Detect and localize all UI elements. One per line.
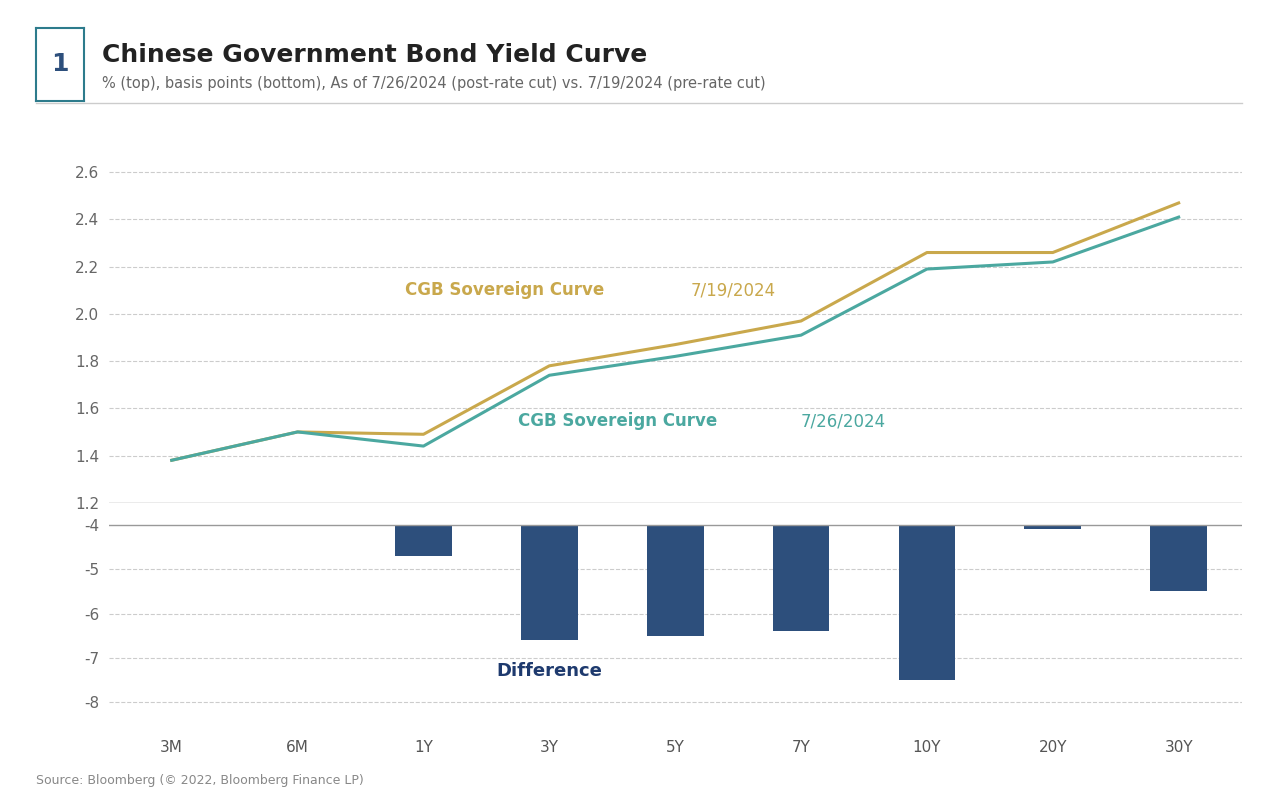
Text: 7/19/2024: 7/19/2024 bbox=[690, 281, 776, 299]
Text: % (top), basis points (bottom), As of 7/26/2024 (post-rate cut) vs. 7/19/2024 (p: % (top), basis points (bottom), As of 7/… bbox=[102, 76, 765, 91]
Bar bbox=[646, 525, 704, 636]
Text: 7/26/2024: 7/26/2024 bbox=[801, 412, 886, 431]
Text: 1: 1 bbox=[51, 52, 69, 76]
Text: CGB Sovereign Curve: CGB Sovereign Curve bbox=[404, 281, 604, 299]
Bar bbox=[899, 525, 955, 680]
Text: Source: Bloomberg (© 2022, Bloomberg Finance LP): Source: Bloomberg (© 2022, Bloomberg Fin… bbox=[36, 774, 364, 787]
Bar bbox=[1024, 525, 1082, 530]
Text: Chinese Government Bond Yield Curve: Chinese Government Bond Yield Curve bbox=[102, 43, 648, 67]
Bar bbox=[521, 525, 577, 640]
Bar bbox=[1151, 525, 1207, 592]
Bar bbox=[396, 525, 452, 556]
Text: CGB Sovereign Curve: CGB Sovereign Curve bbox=[518, 412, 717, 431]
Bar bbox=[773, 525, 829, 631]
Text: Difference: Difference bbox=[497, 663, 603, 680]
